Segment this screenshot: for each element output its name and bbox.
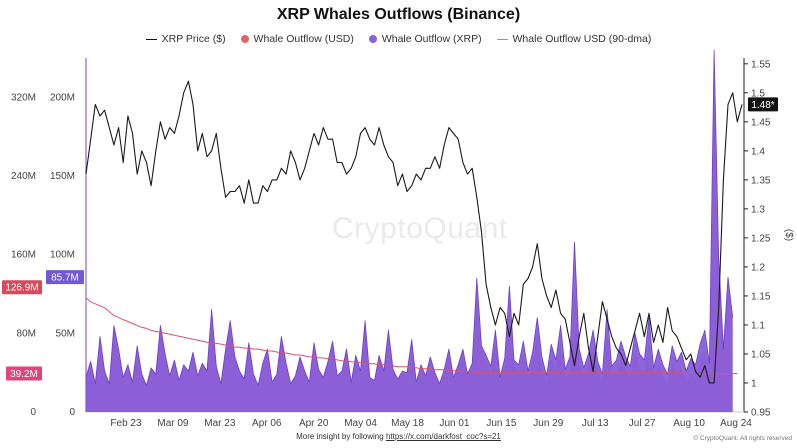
y-left-outer-tick-label: 240M: [11, 171, 36, 182]
x-tick-label: Aug 10: [673, 418, 705, 429]
legend-item-whale-outflow-xrp[interactable]: Whale Outflow (XRP): [368, 33, 482, 46]
y-right-axis-label: ($): [783, 229, 794, 241]
legend-item-xrp-price[interactable]: XRP Price ($): [145, 33, 226, 46]
x-tick-label: Jun 01: [439, 418, 469, 429]
y-right-tick-label: 1.3: [751, 204, 765, 215]
legend-label: XRP Price ($): [161, 33, 226, 46]
y-left-inner-tick-label: 200M: [50, 92, 75, 103]
usd-last-value-tag-bg: [2, 280, 42, 295]
y-left-outer-tick-label: 160M: [11, 250, 36, 261]
dma-last-value-tag-bg: [6, 366, 42, 381]
cryptoquant-watermark: CryptoQuant: [332, 212, 508, 245]
legend-label: Whale Outflow (XRP): [381, 33, 482, 46]
price-last-value-tag: 1.48*: [751, 100, 774, 111]
y-right-tick-label: 0.95: [751, 408, 771, 419]
y-right-tick-label: 1.5: [751, 88, 765, 99]
price-last-value-tag-bg: [748, 97, 778, 112]
whale-outflow-usd-dma-line: [85, 297, 738, 375]
y-right-tick-label: 1.55: [751, 59, 771, 70]
legend-swatch: [240, 35, 249, 44]
x-tick-label: Mar 23: [204, 418, 236, 429]
legend-swatch: [145, 38, 157, 40]
y-right-tick-label: 1: [751, 378, 757, 389]
xrp-last-value-tag: 85.7M: [51, 273, 79, 284]
x-tick-label: Apr 06: [252, 418, 282, 429]
dma-last-value-tag: 39.2M: [10, 369, 38, 380]
legend-label: Whale Outflow USD (90-dma): [512, 33, 652, 46]
y-right-tick-label: 1.4: [751, 146, 765, 157]
x-tick-label: May 18: [391, 418, 424, 429]
x-tick-label: Apr 20: [299, 418, 329, 429]
footer-link[interactable]: https://x.com/darkfost_coc?s=21: [385, 432, 501, 441]
x-tick-label: Aug 24: [720, 418, 752, 429]
y-left-outer-tick-label: 0: [30, 407, 36, 418]
whale-outflow-xrp-area: [86, 50, 733, 412]
y-right-tick-label: 1.1: [751, 320, 765, 331]
y-left-inner-tick-label: 150M: [50, 171, 75, 182]
legend-swatch: [368, 35, 377, 44]
y-right-tick-label: 1.35: [751, 175, 771, 186]
x-tick-label: May 04: [344, 418, 377, 429]
y-left-outer-tick-label: 80M: [17, 328, 36, 339]
y-left-inner-tick-label: 100M: [50, 250, 75, 261]
legend-item-whale-outflow-usd[interactable]: Whale Outflow (USD): [240, 33, 354, 46]
y-right-tick-label: 1.2: [751, 262, 765, 273]
y-left-inner-tick-label: 0: [69, 407, 75, 418]
y-right-tick-label: 1.45: [751, 117, 771, 128]
usd-last-value-tag: 126.9M: [5, 283, 38, 294]
x-tick-label: Feb 23: [110, 418, 142, 429]
whale-outflow-xrp-line: [85, 49, 734, 386]
x-tick-label: Jun 15: [486, 418, 516, 429]
copyright: © CryptoQuant. All rights reserved: [693, 435, 792, 442]
footer-text: More insight by following: [296, 432, 386, 441]
x-tick-label: Jun 29: [533, 418, 563, 429]
legend-swatch: [496, 38, 508, 40]
legend-item-whale-outflow-usd-dma[interactable]: Whale Outflow USD (90-dma): [496, 33, 652, 46]
chart-title: XRP Whales Outflows (Binance): [276, 6, 521, 23]
y-left-outer-tick-label: 320M: [11, 92, 36, 103]
y-right-tick-label: 1.25: [751, 233, 771, 244]
xrp-last-value-tag-bg: [46, 270, 84, 285]
x-tick-label: Jul 27: [629, 418, 656, 429]
x-tick-label: Jul 13: [582, 418, 609, 429]
legend-label: Whale Outflow (USD): [253, 33, 354, 46]
footer: More insight by following https://x.com/…: [0, 432, 797, 441]
y-right-tick-label: 1.15: [751, 291, 771, 302]
x-tick-label: Mar 09: [157, 418, 189, 429]
y-left-inner-tick-label: 50M: [56, 328, 75, 339]
legend: XRP Price ($) Whale Outflow (USD) Whale …: [0, 33, 797, 45]
y-right-tick-label: 1.05: [751, 349, 771, 360]
xrp-price-line: [85, 80, 743, 384]
